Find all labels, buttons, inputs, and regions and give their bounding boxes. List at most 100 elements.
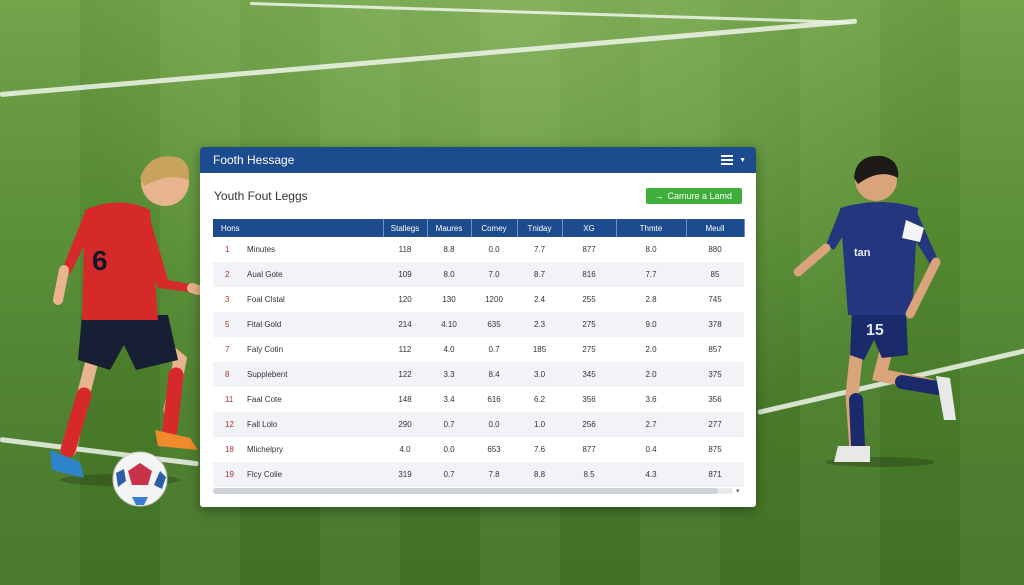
stat-cell: 7.0	[471, 262, 517, 287]
stat-cell: 290	[383, 412, 427, 437]
stats-window: Footh Hessage ▼ Youth Fout Leggs → Camur…	[200, 147, 756, 507]
stat-cell: 120	[398, 295, 412, 304]
column-header[interactable]: Meull	[686, 219, 745, 237]
hamburger-menu-icon[interactable]	[721, 155, 734, 165]
stat-cell: 3.4	[443, 395, 455, 404]
stat-cell: 8.0	[427, 262, 471, 287]
row-number: 2	[225, 270, 230, 279]
column-header[interactable]: Hons	[213, 219, 384, 237]
scroll-down-icon[interactable]: ▾	[736, 488, 740, 495]
stat-cell: 2.4	[533, 295, 546, 304]
player-cell: 18 Mlichelpry	[213, 437, 383, 462]
column-header[interactable]: Tniday	[517, 219, 563, 237]
stat-cell: 0.0	[488, 245, 500, 254]
stat-cell: 2.7	[616, 412, 686, 437]
stat-cell: 9.0	[616, 312, 686, 337]
stat-cell: 214	[383, 312, 427, 337]
player-cell: 3 Foal Clstal	[213, 287, 383, 312]
svg-text:tan: tan	[854, 247, 871, 259]
stat-cell: 745	[708, 295, 722, 304]
stat-cell: 118	[398, 245, 412, 254]
action-button[interactable]: → Camure a Lamd	[646, 188, 742, 204]
stat-cell: 877	[582, 445, 596, 454]
caret-down-icon[interactable]: ▼	[739, 156, 746, 164]
stat-cell: 255	[582, 295, 596, 304]
table-row[interactable]: 12 Fall Lolo 290 0.7 0.0 1.0 256 2.7 277	[213, 412, 744, 437]
stat-cell: 8.7	[517, 262, 562, 287]
stat-cell: 109	[383, 262, 427, 287]
player-blue-image: 15 tan	[793, 155, 956, 467]
column-header[interactable]: Maures	[427, 219, 472, 237]
stat-cell: 7.8	[471, 462, 517, 487]
row-number: 7	[225, 345, 230, 354]
stat-cell: 0.0	[443, 445, 455, 454]
stat-cell: 112	[398, 345, 412, 354]
column-header[interactable]: Thmte	[616, 219, 687, 237]
player-cell: 2 Aual Gote	[213, 262, 383, 287]
table-row[interactable]: 7 Faly Cotin 112 4.0 0.7 185 275 2.0 857	[213, 337, 744, 362]
stat-cell: 148	[398, 395, 412, 404]
stat-cell: 871	[686, 462, 744, 487]
row-number: 8	[225, 370, 230, 379]
stat-cell: 319	[383, 462, 427, 487]
row-number: 19	[225, 470, 234, 479]
table-row[interactable]: 5 Fital Gold 214 4.10 635 2.3 275 9.0 378	[213, 312, 744, 337]
scrollbar-thumb[interactable]	[213, 488, 718, 494]
stat-cell: 4.0	[443, 345, 455, 354]
table-row[interactable]: 2 Aual Gote 109 8.0 7.0 8.7 816 7.7 85	[213, 262, 744, 287]
subheader: Youth Fout Leggs → Camure a Lamd	[200, 173, 756, 207]
stat-cell: 275	[562, 312, 616, 337]
stat-cell: 2.8	[645, 295, 657, 304]
column-header[interactable]: XG	[562, 219, 617, 237]
stat-cell: 8.8	[517, 462, 562, 487]
stat-cell: 85	[686, 262, 744, 287]
stat-cell: 7.7	[533, 245, 546, 254]
row-number: 1	[225, 245, 230, 254]
table-row[interactable]: 19 Flcy Colie 319 0.7 7.8 8.8 8.5 4.3 871	[213, 462, 744, 487]
column-header[interactable]: Stallegs	[383, 219, 428, 237]
player-cell: 1 Minutes	[213, 237, 383, 262]
table-row[interactable]: 1 Minutes 118 8.8 0.0 7.7 877 8.0 880	[213, 237, 744, 262]
stat-cell: 0.0	[471, 412, 517, 437]
stat-cell: 1200	[485, 295, 503, 304]
player-cell: 11 Faal Cote	[213, 387, 383, 412]
player-cell: 12 Fall Lolo	[213, 412, 383, 437]
row-number: 3	[225, 295, 230, 304]
column-header[interactable]: Comey	[471, 219, 518, 237]
page-subtitle: Youth Fout Leggs	[214, 189, 308, 203]
stat-cell: 356	[582, 395, 596, 404]
stat-cell: 356	[708, 395, 722, 404]
stat-cell: 2.0	[616, 362, 686, 387]
stat-cell: 277	[686, 412, 744, 437]
stat-cell: 877	[582, 245, 596, 254]
stat-cell: 345	[562, 362, 616, 387]
stat-cell: 875	[708, 445, 722, 454]
player-cell: 7 Faly Cotin	[213, 337, 383, 362]
player-name: Faly Cotin	[247, 345, 284, 354]
stat-cell: 0.7	[427, 412, 471, 437]
table-row[interactable]: 18 Mlichelpry 4.0 0.0 653 7.6 877 0.4 875	[213, 437, 744, 462]
stat-cell: 8.4	[471, 362, 517, 387]
stat-cell: 3.3	[427, 362, 471, 387]
stat-cell: 7.6	[533, 445, 546, 454]
stat-cell: 1.0	[517, 412, 562, 437]
stat-cell: 2.0	[645, 345, 657, 354]
row-number: 12	[225, 420, 234, 429]
player-name: Faal Cote	[247, 395, 282, 404]
player-cell: 19 Flcy Colie	[213, 462, 383, 487]
row-number: 5	[225, 320, 230, 329]
stat-cell: 8.0	[645, 245, 657, 254]
row-number: 18	[225, 445, 234, 454]
stat-cell: 0.7	[488, 345, 500, 354]
stat-cell: 4.10	[427, 312, 471, 337]
stat-cell: 7.7	[616, 262, 686, 287]
player-name: Minutes	[247, 245, 276, 254]
stat-cell: 2.3	[517, 312, 562, 337]
player-name: Flcy Colie	[247, 470, 283, 479]
horizontal-scrollbar[interactable]	[213, 488, 733, 494]
stat-cell: 4.0	[399, 445, 411, 454]
player-name: Fital Gold	[247, 320, 282, 329]
table-row[interactable]: 8 Supplebent 122 3.3 8.4 3.0 345 2.0 375	[213, 362, 744, 387]
table-row[interactable]: 11 Faal Cote 148 3.4 616 6.2 356 3.6 356	[213, 387, 744, 412]
table-row[interactable]: 3 Foal Clstal 120 130 1200 2.4 255 2.8 745	[213, 287, 744, 312]
